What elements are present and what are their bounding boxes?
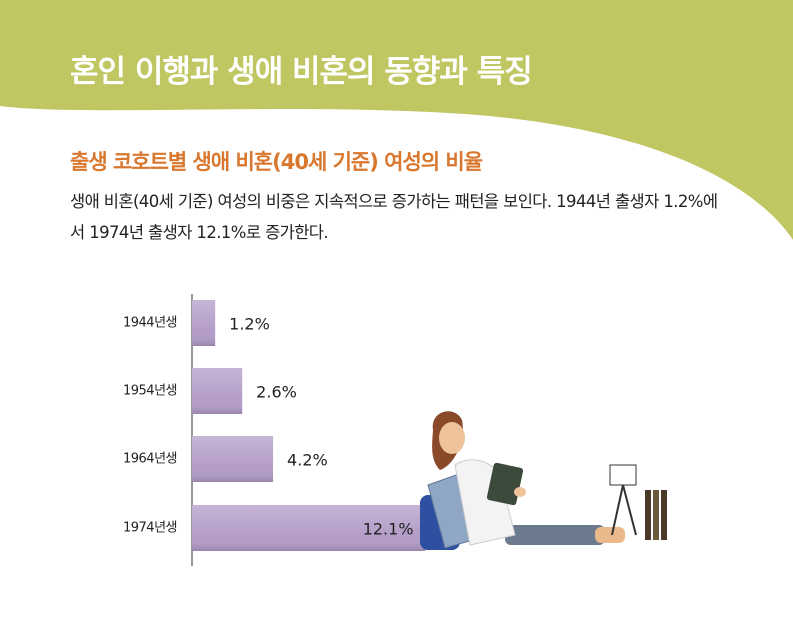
value-label: 1.2% bbox=[229, 315, 270, 334]
lamp bbox=[609, 464, 637, 486]
chart: 1944년생 1.2% 1954년생 2.6% 1964년생 4.2% 1974년생 12.1… bbox=[123, 294, 667, 566]
illustration bbox=[420, 411, 667, 550]
bar-shade bbox=[192, 505, 426, 551]
value-label: 4.2% bbox=[287, 451, 328, 470]
bar-shade bbox=[192, 368, 243, 414]
bar-shade bbox=[192, 436, 274, 482]
y-tick-label: 1954년생 bbox=[123, 384, 177, 399]
bar-shade bbox=[192, 300, 216, 346]
stand bbox=[622, 484, 637, 536]
y-tick-label: 1944년생 bbox=[123, 316, 177, 331]
value-label: 2.6% bbox=[256, 383, 297, 402]
hand bbox=[514, 487, 526, 497]
stand bbox=[611, 484, 624, 536]
page-title: 혼인 이행과 생애 비혼의 동향과 특징 bbox=[70, 54, 533, 90]
y-tick-label: 1964년생 bbox=[123, 452, 177, 467]
header-band bbox=[0, 0, 793, 240]
books bbox=[661, 490, 667, 540]
face bbox=[439, 422, 465, 454]
legs bbox=[505, 525, 605, 545]
book bbox=[486, 462, 524, 506]
y-tick-label: 1974년생 bbox=[123, 521, 177, 536]
value-label: 12.1% bbox=[363, 520, 414, 539]
chart-title: 출생 코호트별 생애 비혼(40세 기준) 여성의 비율 bbox=[70, 150, 483, 174]
books bbox=[653, 490, 659, 540]
feet bbox=[595, 527, 625, 543]
bars bbox=[192, 300, 426, 551]
chart-description: 생애 비혼(40세 기준) 여성의 비중은 지속적으로 증가하는 패턴을 보인다… bbox=[70, 192, 718, 242]
books bbox=[645, 490, 651, 540]
